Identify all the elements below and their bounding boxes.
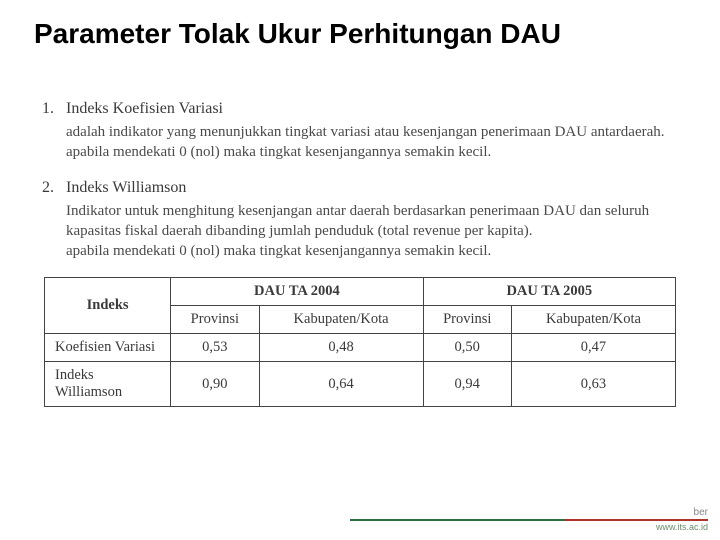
item-body: adalah indikator yang menunjukkan tingka… xyxy=(66,122,676,163)
item-title: Indeks Williamson xyxy=(66,179,186,197)
row-label: Indeks Williamson xyxy=(45,362,171,407)
table-cell: 0,64 xyxy=(259,362,423,407)
table-cell: 0,48 xyxy=(259,334,423,362)
table-cell: 0,47 xyxy=(511,334,675,362)
table-row: Koefisien Variasi 0,53 0,48 0,50 0,47 xyxy=(45,334,676,362)
item-line: Indikator untuk menghitung kesenjangan a… xyxy=(66,201,676,242)
table-cell: 0,50 xyxy=(423,334,511,362)
item-line: apabila mendekati 0 (nol) maka tingkat k… xyxy=(66,241,676,261)
item-body: Indikator untuk menghitung kesenjangan a… xyxy=(66,201,676,262)
table-container: Indeks DAU TA 2004 DAU TA 2005 Provinsi … xyxy=(44,277,676,407)
item-title: Indeks Koefisien Variasi xyxy=(66,100,223,118)
table-header-row: Indeks DAU TA 2004 DAU TA 2005 xyxy=(45,278,676,306)
table-subcol: Kabupaten/Kota xyxy=(511,306,675,334)
item-number: 1. xyxy=(42,100,66,118)
data-table: Indeks DAU TA 2004 DAU TA 2005 Provinsi … xyxy=(44,277,676,407)
content-area: 1. Indeks Koefisien Variasi adalah indik… xyxy=(0,50,720,261)
item-line: apabila mendekati 0 (nol) maka tingkat k… xyxy=(66,142,676,162)
table-cell: 0,53 xyxy=(171,334,259,362)
table-corner: Indeks xyxy=(45,278,171,334)
table-subcol: Provinsi xyxy=(171,306,259,334)
list-item: 2. Indeks Williamson Indikator untuk men… xyxy=(42,179,676,262)
footer-url: www.its.ac.id xyxy=(656,522,708,532)
table-cell: 0,90 xyxy=(171,362,259,407)
item-line: adalah indikator yang menunjukkan tingka… xyxy=(66,122,676,142)
table-group-header: DAU TA 2004 xyxy=(171,278,423,306)
table-cell: 0,94 xyxy=(423,362,511,407)
footer-partial-text: ber xyxy=(694,507,708,518)
table-subcol: Provinsi xyxy=(423,306,511,334)
table-subcol: Kabupaten/Kota xyxy=(259,306,423,334)
row-label: Koefisien Variasi xyxy=(45,334,171,362)
table-group-header: DAU TA 2005 xyxy=(423,278,675,306)
table-cell: 0,63 xyxy=(511,362,675,407)
table-row: Indeks Williamson 0,90 0,64 0,94 0,63 xyxy=(45,362,676,407)
item-number: 2. xyxy=(42,179,66,197)
list-item: 1. Indeks Koefisien Variasi adalah indik… xyxy=(42,100,676,163)
footer-divider xyxy=(350,519,708,521)
page-title: Parameter Tolak Ukur Perhitungan DAU xyxy=(0,0,720,50)
